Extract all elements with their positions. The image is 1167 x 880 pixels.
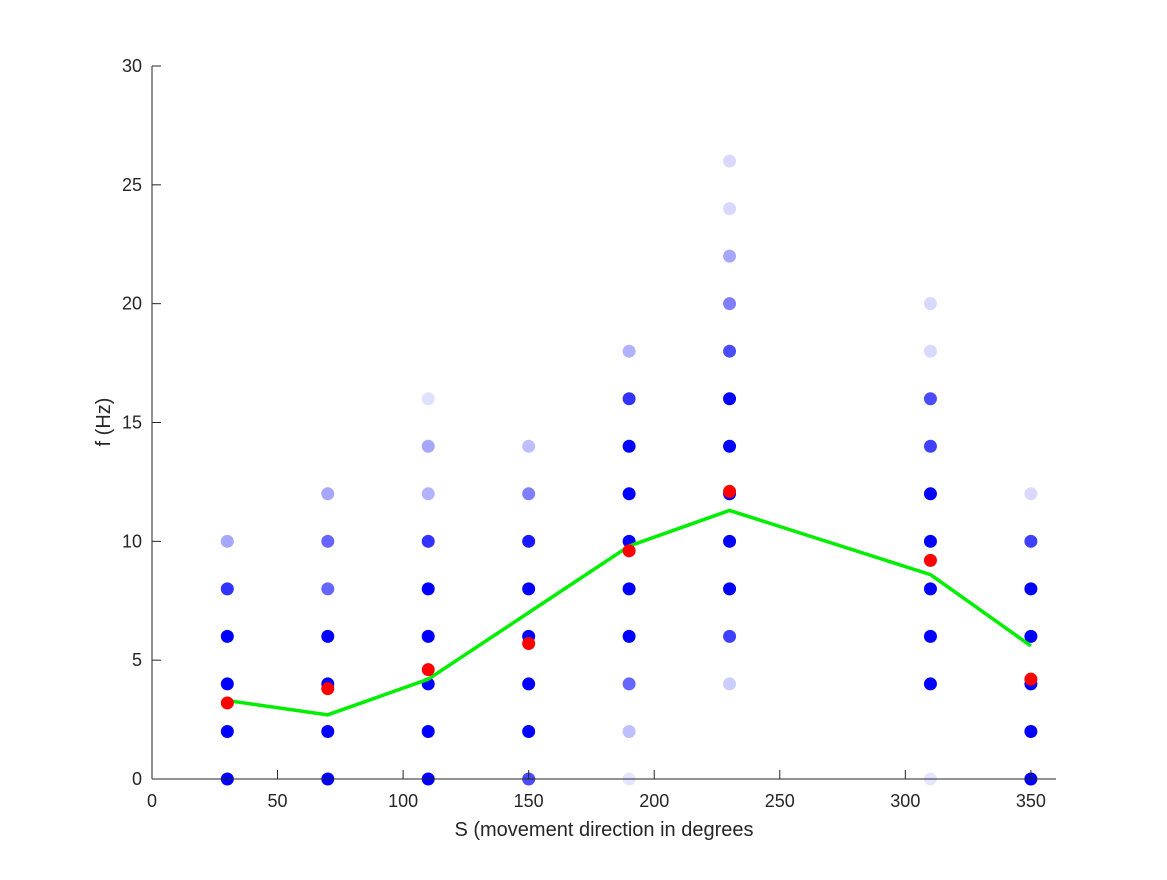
- trial-point: [923, 439, 937, 453]
- trial-point: [1024, 724, 1038, 738]
- mean-point: [421, 663, 435, 677]
- mean-point: [220, 696, 234, 710]
- mean-point: [622, 544, 636, 558]
- trial-point: [622, 677, 636, 691]
- trial-point: [923, 344, 937, 358]
- trial-point: [522, 724, 536, 738]
- trial-point: [220, 677, 234, 691]
- y-tick-label: 15: [122, 413, 142, 433]
- trial-point: [923, 677, 937, 691]
- trial-point: [723, 154, 737, 168]
- y-tick-label: 25: [122, 175, 142, 195]
- trial-point: [723, 677, 737, 691]
- trial-point: [421, 487, 435, 501]
- y-tick-label: 0: [132, 769, 142, 789]
- mean-point: [923, 553, 937, 567]
- trial-point: [723, 392, 737, 406]
- trial-point: [723, 534, 737, 548]
- trial-point: [622, 344, 636, 358]
- trial-point: [622, 392, 636, 406]
- y-tick-label: 30: [122, 56, 142, 76]
- trial-point: [923, 534, 937, 548]
- trial-point: [622, 439, 636, 453]
- trial-point: [321, 487, 335, 501]
- x-tick-label: 100: [388, 791, 418, 811]
- trial-point: [421, 724, 435, 738]
- x-tick-label: 250: [765, 791, 795, 811]
- trial-point: [321, 724, 335, 738]
- x-axis-label: S (movement direction in degrees: [454, 819, 753, 841]
- y-tick-label: 20: [122, 294, 142, 314]
- trial-point: [421, 439, 435, 453]
- trial-point: [923, 629, 937, 643]
- trial-point: [220, 724, 234, 738]
- mean-points-layer: [220, 484, 1038, 710]
- trial-point: [421, 582, 435, 596]
- trial-point: [723, 249, 737, 263]
- trial-point: [522, 677, 536, 691]
- trial-point: [1024, 487, 1038, 501]
- trial-point: [522, 582, 536, 596]
- trial-point: [321, 582, 335, 596]
- trial-point: [1024, 534, 1038, 548]
- trial-point: [723, 629, 737, 643]
- trial-point: [622, 582, 636, 596]
- trial-point: [321, 534, 335, 548]
- trial-point: [723, 344, 737, 358]
- mean-point: [522, 637, 536, 651]
- trial-point: [522, 534, 536, 548]
- trial-point: [1024, 582, 1038, 596]
- trial-point: [622, 629, 636, 643]
- trial-points-layer: [220, 154, 1038, 786]
- axes-layer: 0 50 100 150 200 250 300 350 0 5 10 15 20 25 30: [122, 56, 1056, 811]
- trial-point: [723, 582, 737, 596]
- trial-point: [622, 487, 636, 501]
- trial-point: [220, 629, 234, 643]
- x-tick-label: 50: [268, 791, 288, 811]
- mean-point: [1024, 672, 1038, 686]
- trial-point: [421, 392, 435, 406]
- trial-point: [421, 629, 435, 643]
- x-tick-label: 350: [1016, 791, 1046, 811]
- trial-point: [723, 297, 737, 311]
- trial-point: [1024, 629, 1038, 643]
- trial-point: [220, 534, 234, 548]
- trial-point: [622, 724, 636, 738]
- y-axis-label: f (Hz): [93, 398, 115, 447]
- x-tick-label: 150: [514, 791, 544, 811]
- mean-point: [723, 484, 737, 498]
- y-tick-label: 10: [122, 531, 142, 551]
- trial-point: [723, 439, 737, 453]
- y-tick-label: 5: [132, 650, 142, 670]
- x-tick-label: 0: [147, 791, 157, 811]
- trial-point: [923, 487, 937, 501]
- fit-line: [227, 508, 1032, 717]
- trial-point: [723, 202, 737, 216]
- x-tick-label: 300: [890, 791, 920, 811]
- trial-point: [321, 629, 335, 643]
- trial-point: [923, 297, 937, 311]
- mean-point: [321, 682, 335, 696]
- trial-point: [522, 439, 536, 453]
- trial-point: [220, 582, 234, 596]
- fit-line-layer: [227, 508, 1032, 717]
- x-tick-label: 200: [639, 791, 669, 811]
- trial-point: [522, 487, 536, 501]
- trial-point: [923, 392, 937, 406]
- trial-point: [923, 582, 937, 596]
- trial-point: [421, 534, 435, 548]
